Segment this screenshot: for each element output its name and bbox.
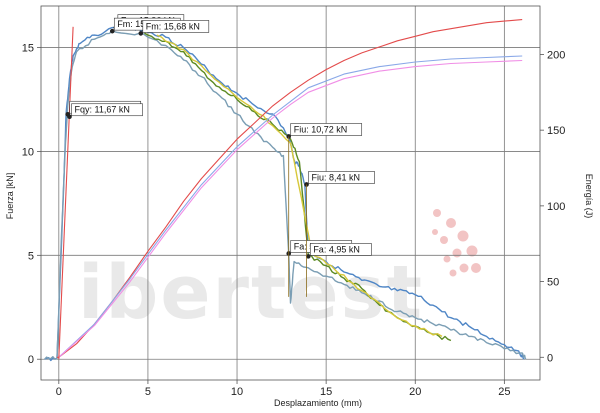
annotation-marker (67, 114, 72, 120)
annotation-box (142, 20, 210, 33)
y-tick-label: 10 (22, 146, 34, 158)
x-tick-label: 25 (498, 386, 510, 398)
annotation-box (308, 171, 375, 184)
y2-tick-label: 150 (547, 125, 565, 137)
annotation-label: Fiu: 8,41 kN (312, 172, 361, 182)
annotation-marker (138, 31, 144, 36)
x-tick-label: 5 (145, 386, 151, 398)
annotations: Fm: 15,96 kNFm: 15,79 kNFm: 15,68 kNFqy:… (65, 14, 375, 297)
series-line-energy-5 (58, 55, 523, 358)
plot-frame (40, 5, 541, 381)
annotation-label: Fqy: 11,67 kN (75, 105, 130, 115)
watermark-text: ibertest (78, 250, 424, 336)
y2-tick-label: 200 (547, 49, 565, 61)
y-axis-ticks: 0 5 10 15 (22, 43, 41, 366)
annotation-box (290, 123, 363, 136)
series-line-force-1 (44, 30, 527, 360)
y2-axis-ticks: 0 50 100 150 200 (540, 49, 565, 364)
x-axis-label: Desplazamiento (mm) (274, 398, 362, 408)
x-tick-label: 0 (56, 386, 62, 398)
grid-lines (41, 6, 540, 380)
axes-frame (40, 5, 541, 381)
series-line-force-3 (156, 34, 443, 338)
annotation-box (310, 243, 372, 256)
x-tick-label: 10 (231, 386, 243, 398)
x-tick-label: 15 (320, 386, 332, 398)
y2-tick-label: 100 (547, 201, 565, 213)
y-tick-label: 0 (28, 354, 34, 366)
series-line-force-0 (44, 26, 525, 362)
annotation-label: Fiu: 10,72 kN (294, 124, 348, 134)
annotation-box (71, 103, 143, 117)
annotation-label: Fm: 15,68 kN (146, 21, 200, 31)
y-axis-label: Fuerza [kN] (5, 173, 15, 220)
x-axis-ticks: 0 5 10 15 20 25 (56, 380, 510, 398)
annotation-marker (109, 28, 115, 34)
annotation-label: Fa: 4,95 kN (313, 244, 360, 254)
annotation-marker (306, 254, 311, 259)
y-tick-label: 5 (28, 250, 34, 262)
ibertest-watermark: ibertest (78, 209, 481, 336)
y2-axis-label: Energía (J) (584, 174, 594, 219)
y-tick-label: 15 (22, 43, 34, 55)
y2-tick-label: 0 (547, 352, 553, 364)
y2-tick-label: 50 (547, 277, 559, 289)
series-lines (44, 19, 527, 362)
series-line-elastic-7 (58, 26, 74, 360)
series-line-energy-6 (58, 59, 523, 358)
watermark-dots-icon (432, 209, 481, 277)
x-tick-label: 20 (409, 386, 421, 398)
